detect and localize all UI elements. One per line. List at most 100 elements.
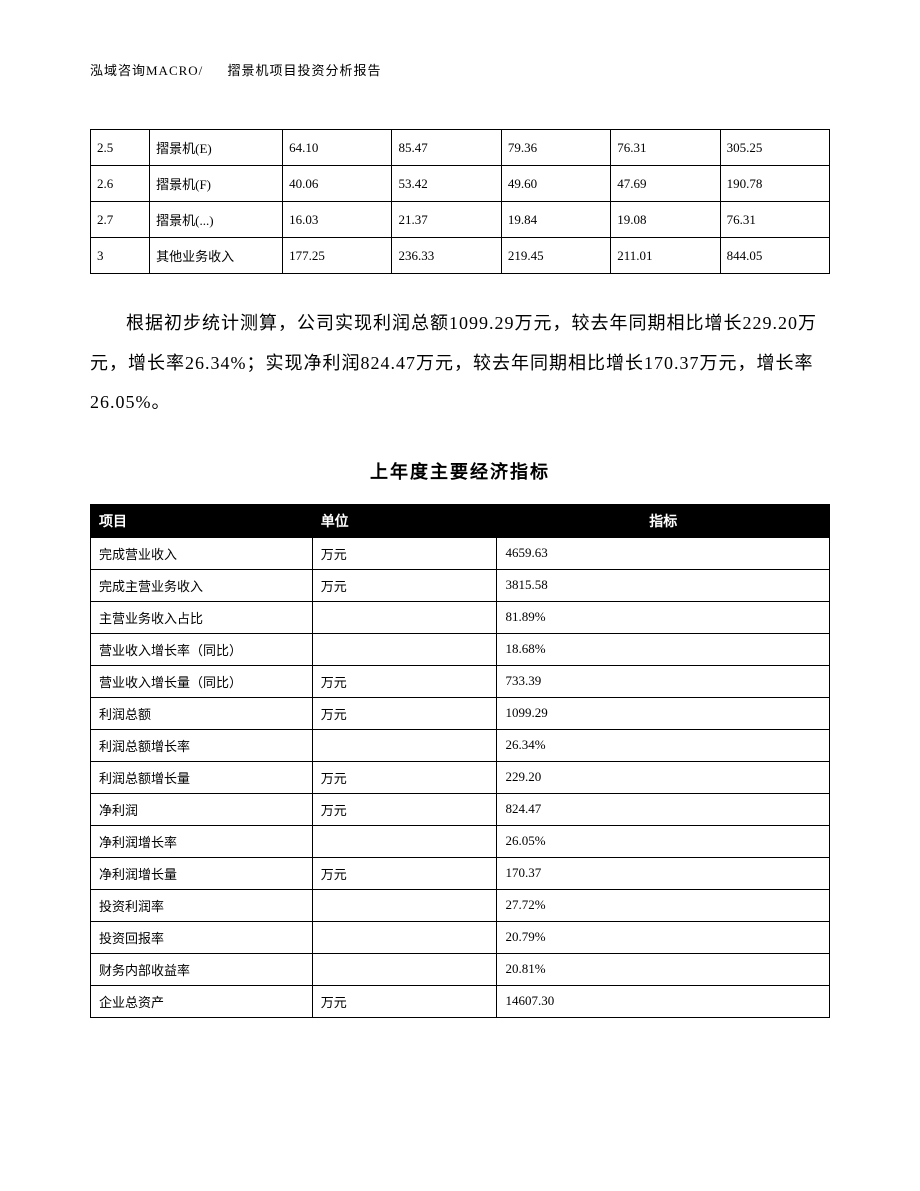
cell-value: 844.05 bbox=[720, 238, 829, 274]
cell-unit: 万元 bbox=[312, 985, 497, 1017]
analysis-paragraph: 根据初步统计测算，公司实现利润总额1099.29万元，较去年同期相比增长229.… bbox=[90, 304, 830, 423]
table-row: 投资回报率 20.79% bbox=[91, 921, 830, 953]
cell-value: 40.06 bbox=[283, 166, 392, 202]
table-row: 主营业务收入占比 81.89% bbox=[91, 601, 830, 633]
revenue-table-body: 2.5 摺景机(E) 64.10 85.47 79.36 76.31 305.2… bbox=[91, 130, 830, 274]
cell-value: 219.45 bbox=[501, 238, 610, 274]
cell-value: 177.25 bbox=[283, 238, 392, 274]
cell-item: 利润总额增长量 bbox=[91, 761, 313, 793]
cell-name: 摺景机(...) bbox=[150, 202, 283, 238]
cell-item: 财务内部收益率 bbox=[91, 953, 313, 985]
table-row: 利润总额增长量 万元 229.20 bbox=[91, 761, 830, 793]
cell-idx: 2.7 bbox=[91, 202, 150, 238]
table-row: 3 其他业务收入 177.25 236.33 219.45 211.01 844… bbox=[91, 238, 830, 274]
table-row: 2.7 摺景机(...) 16.03 21.37 19.84 19.08 76.… bbox=[91, 202, 830, 238]
cell-name: 摺景机(E) bbox=[150, 130, 283, 166]
cell-idx: 2.6 bbox=[91, 166, 150, 202]
header-title: 摺景机项目投资分析报告 bbox=[228, 63, 382, 78]
cell-value: 211.01 bbox=[611, 238, 720, 274]
cell-value: 3815.58 bbox=[497, 569, 830, 601]
cell-value: 85.47 bbox=[392, 130, 501, 166]
metrics-table: 项目 单位 指标 完成营业收入 万元 4659.63 完成主营业务收入 万元 3… bbox=[90, 504, 830, 1018]
cell-unit: 万元 bbox=[312, 793, 497, 825]
cell-value: 76.31 bbox=[611, 130, 720, 166]
cell-unit: 万元 bbox=[312, 761, 497, 793]
table-row: 2.6 摺景机(F) 40.06 53.42 49.60 47.69 190.7… bbox=[91, 166, 830, 202]
revenue-table: 2.5 摺景机(E) 64.10 85.47 79.36 76.31 305.2… bbox=[90, 129, 830, 274]
cell-value: 190.78 bbox=[720, 166, 829, 202]
cell-value: 26.34% bbox=[497, 729, 830, 761]
cell-unit bbox=[312, 633, 497, 665]
metrics-table-body: 完成营业收入 万元 4659.63 完成主营业务收入 万元 3815.58 主营… bbox=[91, 537, 830, 1017]
cell-idx: 2.5 bbox=[91, 130, 150, 166]
cell-value: 18.68% bbox=[497, 633, 830, 665]
cell-item: 投资回报率 bbox=[91, 921, 313, 953]
table-row: 净利润 万元 824.47 bbox=[91, 793, 830, 825]
header-unit: 单位 bbox=[312, 504, 497, 537]
cell-unit: 万元 bbox=[312, 857, 497, 889]
cell-value: 16.03 bbox=[283, 202, 392, 238]
cell-name: 其他业务收入 bbox=[150, 238, 283, 274]
cell-item: 企业总资产 bbox=[91, 985, 313, 1017]
cell-value: 20.79% bbox=[497, 921, 830, 953]
cell-item: 完成主营业务收入 bbox=[91, 569, 313, 601]
cell-unit bbox=[312, 953, 497, 985]
table-row: 完成营业收入 万元 4659.63 bbox=[91, 537, 830, 569]
cell-value: 79.36 bbox=[501, 130, 610, 166]
cell-unit: 万元 bbox=[312, 537, 497, 569]
cell-value: 20.81% bbox=[497, 953, 830, 985]
cell-item: 净利润 bbox=[91, 793, 313, 825]
metrics-table-head: 项目 单位 指标 bbox=[91, 504, 830, 537]
header-item: 项目 bbox=[91, 504, 313, 537]
cell-item: 投资利润率 bbox=[91, 889, 313, 921]
cell-value: 64.10 bbox=[283, 130, 392, 166]
cell-unit bbox=[312, 729, 497, 761]
cell-name: 摺景机(F) bbox=[150, 166, 283, 202]
table-row: 2.5 摺景机(E) 64.10 85.47 79.36 76.31 305.2… bbox=[91, 130, 830, 166]
cell-value: 170.37 bbox=[497, 857, 830, 889]
table-row: 净利润增长率 26.05% bbox=[91, 825, 830, 857]
cell-unit bbox=[312, 825, 497, 857]
cell-value: 19.84 bbox=[501, 202, 610, 238]
cell-unit bbox=[312, 889, 497, 921]
table-row: 利润总额 万元 1099.29 bbox=[91, 697, 830, 729]
cell-idx: 3 bbox=[91, 238, 150, 274]
cell-item: 净利润增长率 bbox=[91, 825, 313, 857]
cell-value: 733.39 bbox=[497, 665, 830, 697]
cell-value: 49.60 bbox=[501, 166, 610, 202]
cell-value: 81.89% bbox=[497, 601, 830, 633]
header-value: 指标 bbox=[497, 504, 830, 537]
cell-value: 1099.29 bbox=[497, 697, 830, 729]
table-header-row: 项目 单位 指标 bbox=[91, 504, 830, 537]
cell-value: 26.05% bbox=[497, 825, 830, 857]
cell-value: 19.08 bbox=[611, 202, 720, 238]
cell-value: 47.69 bbox=[611, 166, 720, 202]
table-row: 财务内部收益率 20.81% bbox=[91, 953, 830, 985]
table-row: 投资利润率 27.72% bbox=[91, 889, 830, 921]
cell-value: 53.42 bbox=[392, 166, 501, 202]
table-row: 净利润增长量 万元 170.37 bbox=[91, 857, 830, 889]
table-row: 完成主营业务收入 万元 3815.58 bbox=[91, 569, 830, 601]
cell-unit bbox=[312, 921, 497, 953]
cell-item: 营业收入增长量（同比） bbox=[91, 665, 313, 697]
table-row: 利润总额增长率 26.34% bbox=[91, 729, 830, 761]
cell-value: 21.37 bbox=[392, 202, 501, 238]
cell-unit: 万元 bbox=[312, 665, 497, 697]
cell-value: 236.33 bbox=[392, 238, 501, 274]
section-title: 上年度主要经济指标 bbox=[90, 458, 830, 484]
page-header: 泓域咨询MACRO/ 摺景机项目投资分析报告 bbox=[90, 60, 830, 79]
cell-value: 76.31 bbox=[720, 202, 829, 238]
cell-item: 利润总额 bbox=[91, 697, 313, 729]
cell-value: 14607.30 bbox=[497, 985, 830, 1017]
cell-unit: 万元 bbox=[312, 697, 497, 729]
table-row: 营业收入增长量（同比） 万元 733.39 bbox=[91, 665, 830, 697]
cell-value: 824.47 bbox=[497, 793, 830, 825]
cell-item: 主营业务收入占比 bbox=[91, 601, 313, 633]
cell-item: 完成营业收入 bbox=[91, 537, 313, 569]
cell-item: 利润总额增长率 bbox=[91, 729, 313, 761]
table-row: 营业收入增长率（同比） 18.68% bbox=[91, 633, 830, 665]
cell-value: 229.20 bbox=[497, 761, 830, 793]
cell-value: 4659.63 bbox=[497, 537, 830, 569]
cell-item: 净利润增长量 bbox=[91, 857, 313, 889]
cell-item: 营业收入增长率（同比） bbox=[91, 633, 313, 665]
